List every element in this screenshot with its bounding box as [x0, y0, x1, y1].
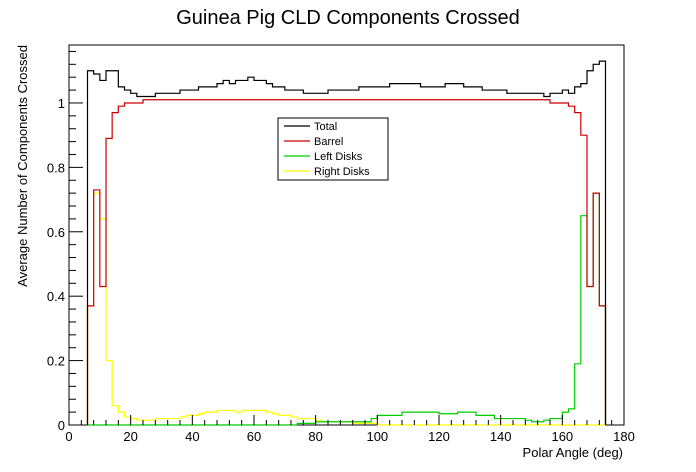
- y-tick-label: 0: [58, 418, 65, 433]
- series-line-barrel: [86, 99, 607, 425]
- y-tick-label: 0.4: [47, 289, 65, 304]
- x-tick-label: 40: [185, 429, 199, 444]
- x-tick-label: 60: [247, 429, 261, 444]
- legend-entry-label: Total: [314, 121, 337, 133]
- y-tick-label: 0.2: [47, 354, 65, 369]
- x-tick-label: 120: [428, 429, 450, 444]
- x-tick-label: 140: [490, 429, 512, 444]
- y-tick-label: 0.6: [47, 225, 65, 240]
- axis-layer: 0 20 40 60 80 100 120 140 160 180 0 0.2 0.4 0.6 0.8 1: [47, 50, 635, 444]
- x-tick-label: 100: [366, 429, 388, 444]
- x-axis-label: Polar Angle (deg): [523, 445, 623, 460]
- series-line-right-disks: [86, 192, 606, 426]
- series-line-total: [86, 60, 607, 425]
- chart-title: Guinea Pig CLD Components Crossed: [176, 7, 520, 29]
- y-axis-label: Average Number of Components Crossed: [15, 45, 30, 287]
- x-tick-label: 0: [65, 429, 72, 444]
- legend-entry-label: Left Disks: [314, 151, 363, 163]
- x-tick-label: 80: [308, 429, 322, 444]
- legend-entry-label: Right Disks: [314, 166, 370, 178]
- legend-box: [277, 117, 389, 181]
- y-tick-label: 0.8: [47, 160, 65, 175]
- legend-entry-label: Barrel: [314, 136, 343, 148]
- x-tick-label: 160: [551, 429, 573, 444]
- series-line-left-disks: [87, 192, 607, 426]
- series-layer: [86, 60, 607, 426]
- plot-frame: [68, 44, 625, 426]
- y-tick-label: 1: [58, 96, 65, 111]
- x-tick-label: 20: [123, 429, 137, 444]
- x-tick-label: 180: [613, 429, 635, 444]
- legend: Total Barrel Left Disks Right Disks: [277, 117, 389, 181]
